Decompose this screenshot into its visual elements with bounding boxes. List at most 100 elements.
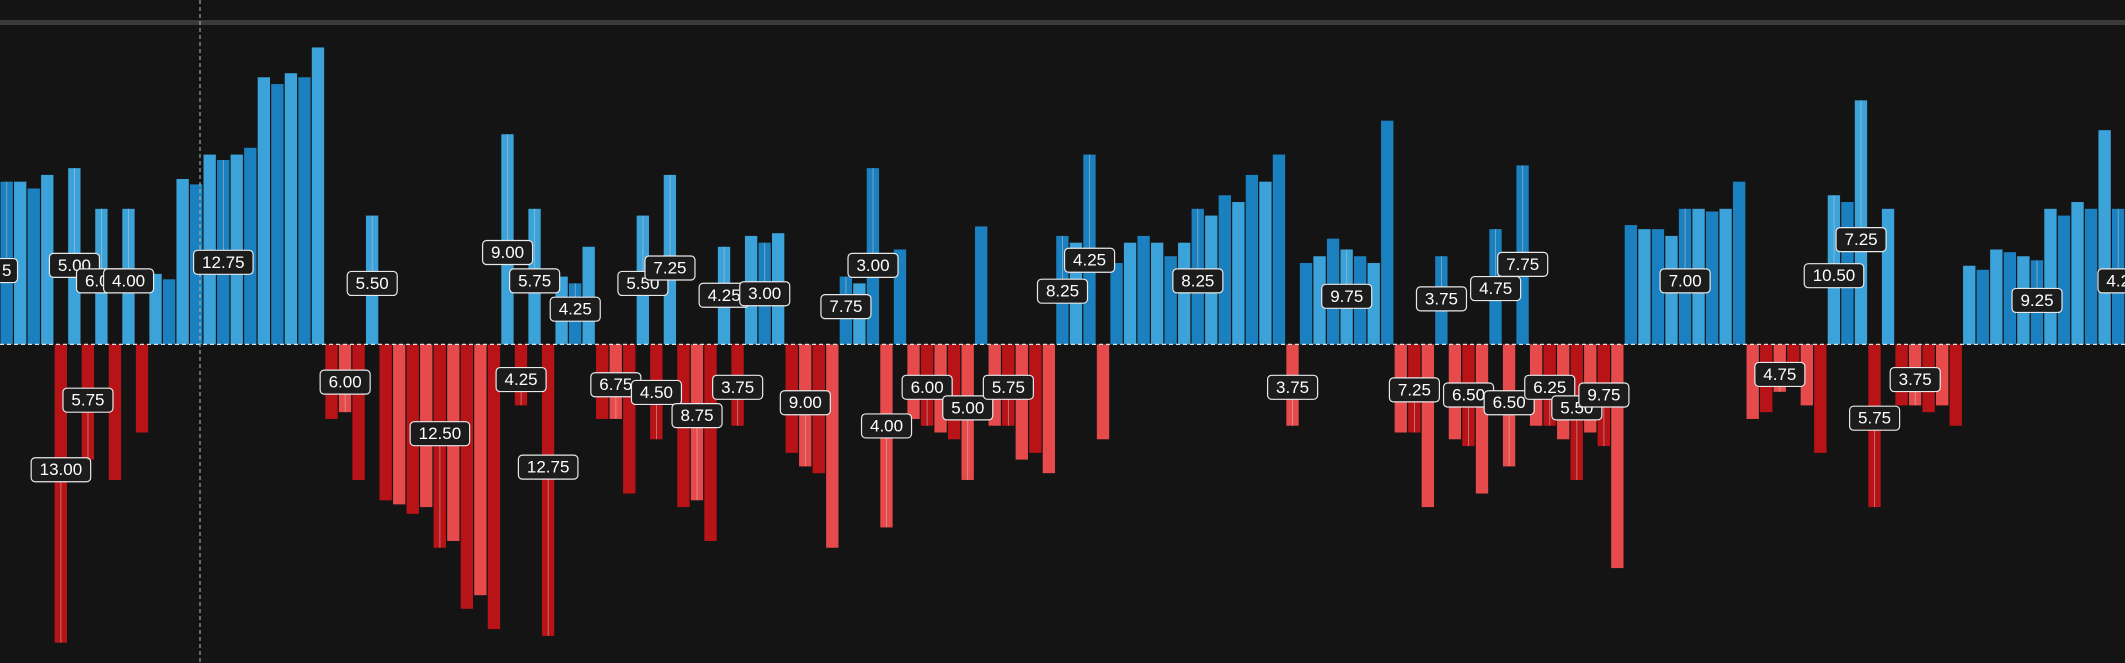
bar bbox=[135, 344, 149, 433]
bar bbox=[379, 344, 392, 501]
bar bbox=[1732, 181, 1746, 345]
annotation-box bbox=[1470, 275, 1522, 302]
annotation-label: 7.75 bbox=[1506, 255, 1539, 274]
annotation-box bbox=[1172, 268, 1224, 294]
annotation-label: 7.00 bbox=[1669, 271, 1702, 290]
annotation-label: 4.25 bbox=[708, 286, 741, 305]
annotation-box bbox=[517, 454, 579, 480]
annotation-box bbox=[495, 366, 547, 393]
annotation-label: 6.25 bbox=[1533, 378, 1566, 397]
annotation-label: 7.25 bbox=[1398, 380, 1431, 399]
annotation-label: 10.50 bbox=[1813, 266, 1856, 285]
annotation-label: 12.75 bbox=[527, 458, 570, 477]
annotation-box bbox=[982, 374, 1034, 400]
annotation-label: 8.75 bbox=[681, 406, 714, 425]
bar bbox=[1015, 344, 1028, 460]
bar bbox=[460, 344, 474, 609]
annotation-label: 6.50 bbox=[1493, 393, 1526, 412]
annotation-label: 5.50 bbox=[356, 274, 389, 293]
bar bbox=[176, 178, 189, 345]
bar bbox=[271, 84, 284, 345]
annotations: 5 13.00 5.00 5.75 6.00 4.00 12.75 6.00 5.50 12.50… bbox=[0, 100, 2125, 643]
annotation-box bbox=[942, 395, 994, 421]
bar bbox=[1611, 344, 1624, 569]
annotation-label: 3.75 bbox=[1276, 378, 1309, 397]
annotation-label: 4.50 bbox=[640, 383, 673, 402]
annotation-label: 5.75 bbox=[71, 391, 104, 410]
annotation-box bbox=[62, 387, 114, 413]
annotation-box bbox=[739, 281, 791, 307]
annotation-label: 5.75 bbox=[992, 378, 1025, 397]
annotation-box bbox=[1266, 374, 1319, 400]
bar bbox=[1705, 211, 1719, 345]
bar bbox=[1949, 344, 1962, 426]
bar bbox=[1624, 225, 1638, 345]
bar bbox=[975, 226, 988, 345]
bar bbox=[257, 77, 271, 345]
annotation-label: 6.50 bbox=[1452, 386, 1485, 405]
bar bbox=[2098, 130, 2111, 345]
bar bbox=[1272, 154, 1286, 345]
annotation-label: 5.00 bbox=[951, 398, 984, 417]
annotation-label: 4.00 bbox=[870, 416, 903, 435]
bar bbox=[2084, 208, 2098, 345]
annotation-label: 5.75 bbox=[1858, 409, 1891, 428]
bar bbox=[582, 246, 595, 345]
bar bbox=[623, 344, 636, 494]
bar bbox=[2044, 208, 2057, 345]
bar bbox=[27, 188, 40, 345]
bar bbox=[1218, 195, 1231, 345]
bar bbox=[203, 154, 216, 345]
annotation-label: 8.25 bbox=[1181, 271, 1214, 290]
annotation-label: 13.00 bbox=[40, 460, 83, 479]
annotation-label: 9.25 bbox=[2020, 291, 2053, 310]
bar bbox=[1110, 263, 1123, 345]
bar bbox=[14, 181, 27, 345]
bar bbox=[1814, 344, 1827, 453]
annotation-box bbox=[1497, 251, 1549, 277]
annotation-box bbox=[1578, 382, 1630, 408]
bar bbox=[487, 344, 501, 630]
annotation-label: 9.75 bbox=[1587, 386, 1620, 405]
annotation-label: 4.00 bbox=[112, 271, 145, 290]
annotation-box bbox=[847, 252, 899, 279]
annotation-box bbox=[409, 421, 471, 447]
annotation-box bbox=[0, 257, 19, 284]
annotation-box bbox=[860, 413, 913, 439]
annotation-box bbox=[1388, 377, 1441, 403]
bar bbox=[1299, 263, 1313, 345]
annotation-box bbox=[346, 270, 398, 297]
annotation-box bbox=[1803, 263, 1865, 289]
bar bbox=[1042, 344, 1056, 474]
annotation-label: 3.75 bbox=[721, 378, 754, 397]
annotation-box bbox=[712, 374, 764, 400]
annotation-box bbox=[1835, 227, 1887, 253]
annotation-box bbox=[1415, 286, 1468, 312]
annotation-box bbox=[901, 374, 953, 400]
annotation-label: 5 bbox=[2, 261, 11, 280]
annotation-label: 6.00 bbox=[911, 378, 944, 397]
annotation-label: 4.2 bbox=[2106, 271, 2125, 290]
bar bbox=[1800, 344, 1813, 406]
annotation-label: 4.25 bbox=[1073, 251, 1106, 270]
bar bbox=[2057, 215, 2071, 345]
annotation-box bbox=[779, 390, 831, 416]
bar bbox=[311, 47, 325, 345]
bar bbox=[1029, 344, 1042, 453]
bar bbox=[1178, 242, 1191, 345]
bar bbox=[1963, 265, 1976, 345]
annotation-box bbox=[1063, 247, 1116, 273]
annotation-label: 8.25 bbox=[1046, 282, 1079, 301]
bar bbox=[41, 174, 54, 345]
bar bbox=[393, 344, 406, 505]
annotation-box bbox=[1483, 390, 1535, 416]
annotation-box bbox=[102, 268, 155, 294]
annotation-box bbox=[1889, 366, 1941, 393]
bar bbox=[2003, 252, 2017, 345]
annotation-box bbox=[509, 268, 561, 294]
annotation-box bbox=[319, 369, 371, 395]
annotation-box bbox=[2097, 268, 2125, 294]
bar bbox=[1976, 269, 1989, 345]
annotation-box bbox=[1036, 278, 1089, 304]
